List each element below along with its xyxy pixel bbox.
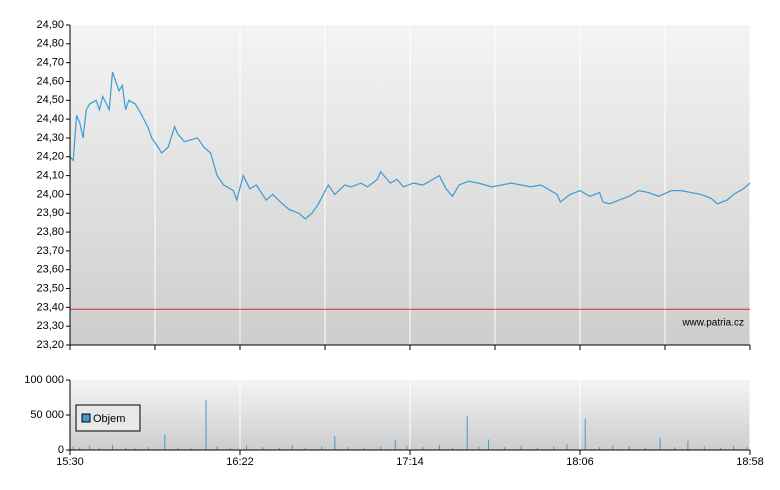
x-tick-label: 18:58	[736, 456, 764, 468]
volume-bar	[347, 447, 349, 450]
volume-bar	[334, 436, 336, 450]
volume-bar	[304, 447, 306, 450]
volume-bar	[599, 447, 601, 450]
volume-bar	[246, 445, 248, 450]
legend-label: Objem	[93, 413, 125, 425]
volume-bar	[190, 448, 192, 450]
y-tick-label: 24,00	[36, 188, 64, 200]
volume-bar	[363, 447, 365, 450]
volume-bar	[687, 440, 689, 450]
volume-bar	[746, 447, 748, 450]
volume-bar	[125, 447, 127, 450]
volume-bar	[452, 447, 453, 450]
watermark: www.patria.cz	[681, 318, 744, 329]
y-tick-label: 23,30	[36, 320, 64, 332]
x-tick-label: 16:22	[226, 456, 254, 468]
volume-bar	[229, 447, 231, 450]
volume-bar	[262, 447, 264, 450]
y-tick-label: 23,90	[36, 207, 64, 219]
volume-bar	[584, 418, 586, 450]
y-tick-label: 23,60	[36, 264, 64, 276]
volume-bar	[478, 446, 480, 450]
x-tick-label: 18:06	[566, 456, 594, 468]
volume-bar	[164, 434, 166, 450]
volume-bar	[733, 445, 735, 450]
volume-bar	[147, 447, 149, 450]
y-tick-label: 24,20	[36, 151, 64, 163]
y-tick-label: 24,70	[36, 57, 64, 69]
y-tick-label: 24,50	[36, 94, 64, 106]
y-tick-label: 24,60	[36, 75, 64, 87]
volume-bar	[291, 445, 293, 450]
volume-bar	[720, 447, 722, 450]
volume-bar	[134, 448, 136, 450]
y-tick-label: 23,70	[36, 245, 64, 257]
volume-bar	[659, 438, 661, 450]
volume-bar	[537, 447, 538, 450]
volume-bar	[406, 445, 408, 450]
y-tick-label: 24,30	[36, 132, 64, 144]
y-tick-label: 23,40	[36, 301, 64, 313]
volume-bar	[394, 439, 396, 450]
price-line	[69, 71, 751, 220]
volume-bar	[553, 446, 555, 450]
volume-bar	[644, 447, 646, 450]
volume-bar	[79, 447, 81, 450]
volume-bar	[566, 444, 568, 450]
legend-swatch	[81, 413, 91, 423]
volume-bar	[612, 445, 614, 450]
volume-bar	[422, 447, 424, 450]
volume-bar	[278, 447, 280, 450]
volume-bar	[216, 446, 218, 450]
volume-bar	[112, 445, 113, 450]
volume-bar	[487, 439, 489, 450]
y-tick-label: 24,40	[36, 113, 64, 125]
y-tick-label: 24,10	[36, 169, 64, 181]
volume-bar	[380, 446, 382, 450]
y-tick-label: 23,50	[36, 282, 64, 294]
volume-bar	[628, 446, 630, 450]
volume-bar	[98, 447, 100, 450]
y-tick-label: 23,20	[36, 339, 64, 351]
y-tick-label: 100 000	[24, 374, 64, 386]
volume-bar	[177, 447, 179, 450]
volume-bar	[321, 446, 323, 450]
volume-bar	[438, 445, 440, 450]
x-tick-label: 17:14	[396, 456, 424, 468]
volume-bar	[72, 446, 74, 450]
volume-bar	[674, 447, 676, 450]
volume-bar	[504, 447, 506, 450]
y-tick-label: 24,90	[36, 19, 64, 31]
y-tick-label: 23,80	[36, 226, 64, 238]
volume-bar	[205, 399, 207, 450]
volume-bar	[466, 416, 468, 450]
volume-bar	[520, 445, 522, 450]
volume-bar	[89, 445, 91, 450]
y-tick-label: 0	[58, 444, 64, 456]
y-tick-label: 24,80	[36, 38, 64, 50]
x-tick-label: 15:30	[56, 456, 84, 468]
volume-bar	[703, 446, 705, 450]
y-tick-label: 50 000	[30, 409, 64, 421]
